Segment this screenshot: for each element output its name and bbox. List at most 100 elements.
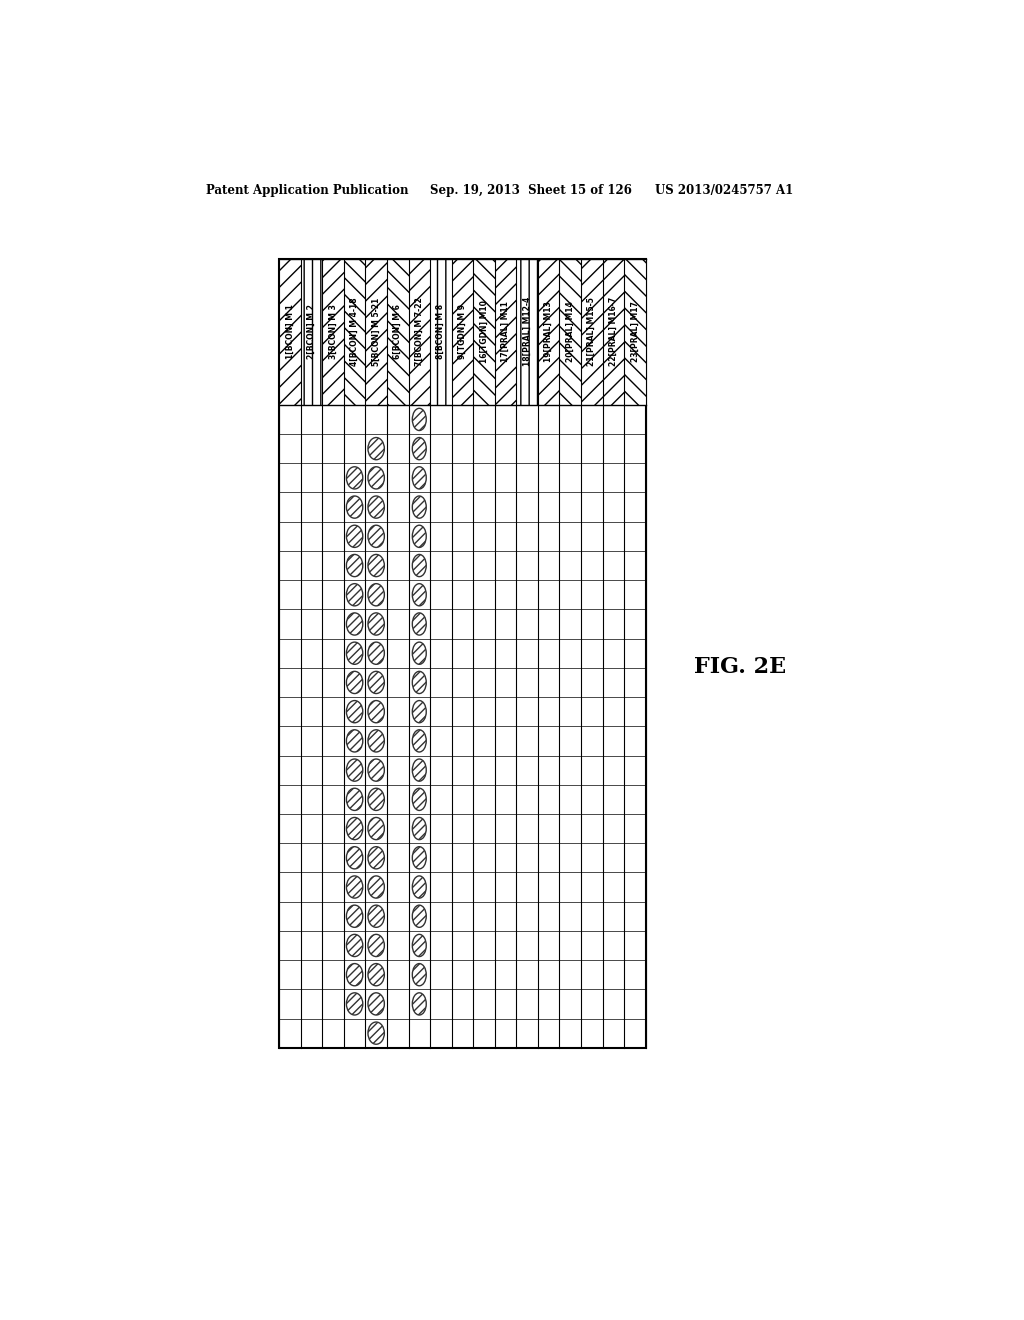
Text: 2[BCON] M 2: 2[BCON] M 2 xyxy=(307,304,316,359)
Bar xyxy=(559,259,581,405)
Ellipse shape xyxy=(368,672,384,693)
Ellipse shape xyxy=(368,437,384,459)
Ellipse shape xyxy=(368,642,384,664)
Ellipse shape xyxy=(368,876,384,898)
Ellipse shape xyxy=(413,759,426,781)
Ellipse shape xyxy=(368,817,384,840)
Ellipse shape xyxy=(368,993,384,1015)
Bar xyxy=(280,259,301,405)
Text: US 2013/0245757 A1: US 2013/0245757 A1 xyxy=(655,185,794,197)
Text: 20[PRAL] M14: 20[PRAL] M14 xyxy=(565,301,574,362)
Ellipse shape xyxy=(368,554,384,577)
Ellipse shape xyxy=(346,846,362,869)
Ellipse shape xyxy=(368,964,384,986)
Ellipse shape xyxy=(368,612,384,635)
Bar xyxy=(430,259,452,405)
Ellipse shape xyxy=(346,817,362,840)
Ellipse shape xyxy=(413,467,426,488)
Ellipse shape xyxy=(368,525,384,548)
Ellipse shape xyxy=(346,730,362,752)
Bar xyxy=(280,259,646,1048)
Ellipse shape xyxy=(413,817,426,840)
Ellipse shape xyxy=(346,935,362,957)
Ellipse shape xyxy=(413,525,426,548)
Ellipse shape xyxy=(413,554,426,577)
Text: 5[BCON] M 5-21: 5[BCON] M 5-21 xyxy=(372,297,381,366)
Bar xyxy=(366,259,387,405)
Ellipse shape xyxy=(413,846,426,869)
Ellipse shape xyxy=(346,759,362,781)
Ellipse shape xyxy=(346,612,362,635)
Text: 8[BCON] M 8: 8[BCON] M 8 xyxy=(436,304,445,359)
Text: 1[BCON] M 1: 1[BCON] M 1 xyxy=(286,304,295,359)
Ellipse shape xyxy=(413,788,426,810)
Ellipse shape xyxy=(413,935,426,957)
Text: 17[PRAL] M11: 17[PRAL] M11 xyxy=(501,301,510,362)
Bar xyxy=(516,259,538,405)
Text: 6[BCON] M 6: 6[BCON] M 6 xyxy=(393,304,402,359)
Text: 21[PRAL] M15-5: 21[PRAL] M15-5 xyxy=(588,297,596,366)
Ellipse shape xyxy=(368,1022,384,1044)
Ellipse shape xyxy=(368,730,384,752)
Text: 22[PRAL] M16-7: 22[PRAL] M16-7 xyxy=(609,297,617,366)
Ellipse shape xyxy=(346,906,362,928)
Ellipse shape xyxy=(413,993,426,1015)
Ellipse shape xyxy=(368,935,384,957)
Bar xyxy=(473,259,495,405)
Ellipse shape xyxy=(346,583,362,606)
Ellipse shape xyxy=(346,964,362,986)
Text: Sep. 19, 2013  Sheet 15 of 126: Sep. 19, 2013 Sheet 15 of 126 xyxy=(430,185,632,197)
Ellipse shape xyxy=(346,701,362,723)
Ellipse shape xyxy=(346,496,362,519)
Ellipse shape xyxy=(368,788,384,810)
Ellipse shape xyxy=(413,437,426,459)
Ellipse shape xyxy=(346,554,362,577)
Ellipse shape xyxy=(413,496,426,519)
Ellipse shape xyxy=(368,701,384,723)
Text: 3[BCON] M 3: 3[BCON] M 3 xyxy=(329,304,338,359)
Text: 7[BCON] M 7-22: 7[BCON] M 7-22 xyxy=(415,297,424,366)
Ellipse shape xyxy=(368,467,384,488)
Text: 18[PRAL] M12-4: 18[PRAL] M12-4 xyxy=(522,297,531,366)
Ellipse shape xyxy=(413,408,426,430)
Ellipse shape xyxy=(346,788,362,810)
Ellipse shape xyxy=(346,642,362,664)
Bar xyxy=(495,259,516,405)
Ellipse shape xyxy=(368,906,384,928)
Text: 19[PRAL] M13: 19[PRAL] M13 xyxy=(544,301,553,362)
Ellipse shape xyxy=(346,672,362,693)
Bar xyxy=(538,259,559,405)
Text: 9[TGDN] M 9: 9[TGDN] M 9 xyxy=(458,304,467,359)
Ellipse shape xyxy=(413,701,426,723)
Ellipse shape xyxy=(413,876,426,898)
Ellipse shape xyxy=(413,642,426,664)
Bar xyxy=(625,259,646,405)
Text: 16[TGDN] M10: 16[TGDN] M10 xyxy=(479,300,488,363)
Ellipse shape xyxy=(413,964,426,986)
Text: 23[PRAL] M17: 23[PRAL] M17 xyxy=(631,301,639,362)
Ellipse shape xyxy=(346,993,362,1015)
Text: Patent Application Publication: Patent Application Publication xyxy=(206,185,408,197)
Ellipse shape xyxy=(368,759,384,781)
Ellipse shape xyxy=(346,525,362,548)
Ellipse shape xyxy=(413,583,426,606)
Ellipse shape xyxy=(413,612,426,635)
Ellipse shape xyxy=(368,846,384,869)
Bar xyxy=(301,259,323,405)
Ellipse shape xyxy=(346,876,362,898)
Text: 4[BCON] M 4-18: 4[BCON] M 4-18 xyxy=(350,297,359,366)
Bar xyxy=(323,259,344,405)
Ellipse shape xyxy=(413,906,426,928)
Ellipse shape xyxy=(368,496,384,519)
Bar xyxy=(452,259,473,405)
Bar xyxy=(581,259,602,405)
Text: FIG. 2E: FIG. 2E xyxy=(694,656,786,677)
Bar xyxy=(387,259,409,405)
Ellipse shape xyxy=(413,730,426,752)
Bar xyxy=(409,259,430,405)
Ellipse shape xyxy=(346,467,362,488)
Ellipse shape xyxy=(368,583,384,606)
Bar xyxy=(344,259,366,405)
Bar xyxy=(602,259,625,405)
Ellipse shape xyxy=(413,672,426,693)
